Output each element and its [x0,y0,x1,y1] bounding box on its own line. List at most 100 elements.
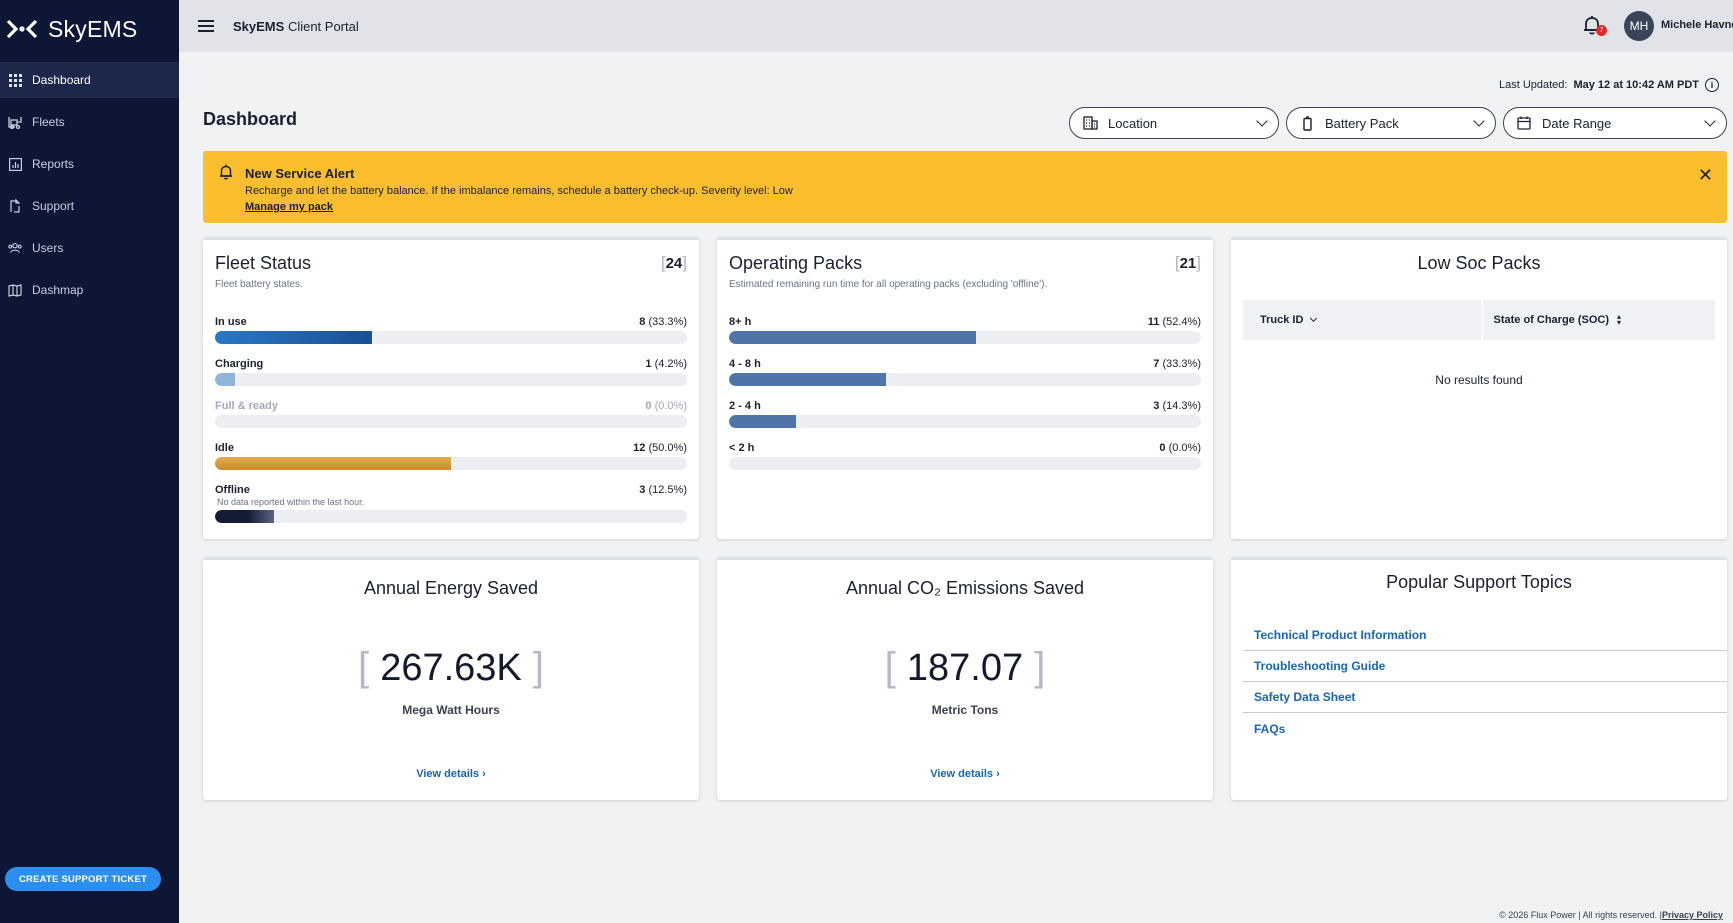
status-row: In use 8 (33.3%) [215,316,687,358]
filter-bar: Location Battery Pack Date Range [1069,107,1727,139]
status-row-label: 4 - 8 h [729,358,761,370]
card-title: Fleet Status [215,253,312,273]
no-results-message: No results found [1435,373,1523,387]
progress-track [215,331,687,344]
status-row-value: 12 (50.0%) [633,442,687,454]
location-select[interactable]: Location [1069,107,1279,139]
operating-packs-card: Operating Packs Estimated remaining run … [717,237,1213,539]
alert-bell-icon [219,164,233,185]
battery-pack-select[interactable]: Battery Pack [1286,107,1496,139]
progress-track [215,373,687,386]
menu-icon[interactable] [198,20,214,32]
sidebar-nav: Dashboard Fleets Reports Support Users [0,62,179,308]
progress-track [729,373,1201,386]
username[interactable]: Michele Havne [1661,19,1733,31]
battery-icon [1299,115,1315,131]
status-row-label: 2 - 4 h [729,400,761,412]
progress-fill [215,510,274,523]
notification-badge: 7 [1596,25,1607,36]
fleet-status-card: Fleet Status Fleet battery states. [24] … [203,237,699,539]
date-range-select[interactable]: Date Range [1503,107,1727,139]
chevron-down-icon [1704,115,1716,127]
chevron-down-icon [1310,314,1318,323]
status-row: Charging 1 (4.2%) [215,358,687,400]
card-title: Operating Packs [729,253,863,273]
last-updated: Last Updated: May 12 at 10:42 AM PDT i [1499,78,1719,92]
portal-title: SkyEMS Client Portal [233,19,359,34]
support-topic-link[interactable]: Safety Data Sheet [1243,682,1727,713]
alert-message: Recharge and let the battery balance. If… [245,185,793,197]
status-row: 2 - 4 h 3 (14.3%) [729,400,1201,442]
card-title: Low Soc Packs [1417,253,1541,273]
notifications-bell-icon[interactable]: 7 [1583,15,1607,36]
close-icon[interactable]: ✕ [1697,165,1713,185]
portal-name: Client Portal [287,18,359,34]
sidebar-item-support[interactable]: Support [0,188,179,224]
avatar[interactable]: MH [1624,11,1654,41]
footer: © 2026 Flux Power | All rights reserved.… [1499,910,1723,920]
sidebar-item-label: Dashmap [32,283,84,297]
operating-total-count: [21] [1174,253,1201,272]
status-row-value: 7 (33.3%) [1153,358,1201,370]
soc-column-header[interactable]: State of Charge (SOC) ▴ ▾ [1481,300,1716,340]
sidebar-item-dashboard[interactable]: Dashboard [0,62,179,98]
co2-view-details-link[interactable]: View details › [930,768,1000,780]
progress-fill [215,457,451,470]
progress-fill [729,331,977,344]
status-row-label: < 2 h [729,442,755,454]
co2-unit: Metric Tons [931,703,999,717]
progress-fill [215,331,373,344]
sidebar-item-users[interactable]: Users [0,230,179,266]
status-row-label: Charging [215,358,264,370]
status-row-label: Full & ready [215,400,278,412]
brand-name: SkyEMS [48,15,138,42]
progress-fill [729,373,887,386]
brand-logo[interactable]: SkyEMS [0,0,179,58]
sidebar-item-fleets[interactable]: Fleets [0,104,179,140]
create-support-ticket-button[interactable]: CREATE SUPPORT TICKET [5,867,161,891]
status-row: Idle 12 (50.0%) [215,442,687,484]
annual-energy-card: Annual Energy Saved [ 267.63K ] Mega Wat… [203,557,699,800]
support-topic-link[interactable]: Technical Product Information [1243,620,1727,651]
sidebar-item-dashmap[interactable]: Dashmap [0,272,179,308]
energy-view-details-link[interactable]: View details › [416,768,486,780]
users-icon [8,241,22,255]
sidebar-item-reports[interactable]: Reports [0,146,179,182]
battery-pack-select-label: Battery Pack [1325,115,1399,131]
status-row-note: No data reported within the last hour. [217,497,365,507]
manage-pack-link[interactable]: Manage my pack [245,201,334,213]
status-row-value: 8 (33.3%) [639,316,687,328]
status-row: 8+ h 11 (52.4%) [729,316,1201,358]
status-row-label: Idle [215,442,234,454]
card-title: Annual Energy Saved [363,578,539,598]
privacy-policy-link[interactable]: Privacy Policy [1661,910,1723,920]
info-icon[interactable]: i [1705,78,1719,92]
card-title: Popular Support Topics [1386,572,1572,592]
low-soc-table-header: Truck ID State of Charge (SOC) ▴ ▾ [1243,300,1715,340]
operating-packs-rows: 8+ h 11 (52.4%) 4 - 8 h 7 (33.3%) 2 - 4 h 3 (… [729,316,1201,484]
co2-value: [ 187.07 ] [884,645,1046,689]
energy-value: [ 267.63K ] [357,645,545,689]
support-topic-link[interactable]: FAQs [1254,721,1286,736]
map-icon [8,283,22,297]
sidebar: SkyEMS Dashboard Fleets Reports Support [0,0,179,923]
status-row-label: Offline [215,484,250,496]
sidebar-item-label: Dashboard [32,73,91,87]
skyems-logo-icon [6,19,38,39]
sidebar-item-label: Support [32,199,75,213]
progress-fill [215,373,235,386]
status-row: Offline 3 (12.5%) No data reported within … [215,484,687,530]
page-title: Dashboard [203,109,298,129]
calendar-icon [1516,115,1532,131]
progress-track [215,415,687,428]
truck-id-column-header[interactable]: Truck ID [1243,300,1482,340]
status-row: < 2 h 0 (0.0%) [729,442,1201,484]
energy-unit: Mega Watt Hours [402,703,500,717]
building-icon [1082,115,1098,131]
chart-icon [8,157,22,171]
support-topic-link[interactable]: Troubleshooting Guide [1243,651,1727,682]
sidebar-item-label: Users [32,241,64,255]
support-topics-list: Technical Product Information Troublesho… [1243,620,1727,744]
progress-track [729,457,1201,470]
progress-track [729,331,1201,344]
